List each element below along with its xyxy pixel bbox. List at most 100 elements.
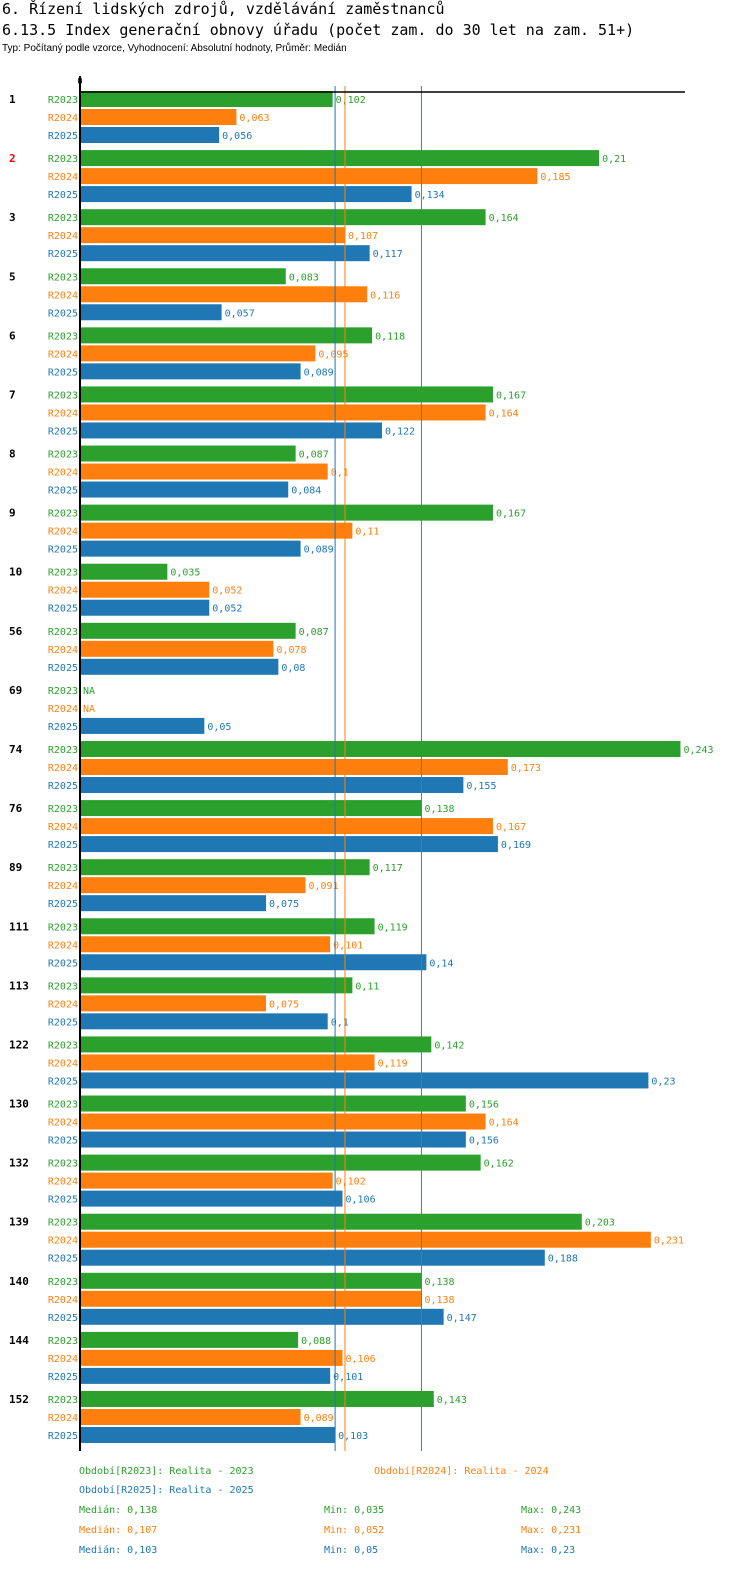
bar-r2024 bbox=[81, 995, 267, 1012]
value-label: 0,143 bbox=[437, 1395, 467, 1406]
value-label: 0,138 bbox=[424, 804, 454, 815]
bar-r2025 bbox=[81, 1249, 545, 1266]
value-label: 0,089 bbox=[304, 545, 334, 556]
series-label: R2023 bbox=[48, 568, 78, 579]
series-label: R2023 bbox=[48, 922, 78, 933]
series-label: R2023 bbox=[48, 331, 78, 342]
value-label: 0,167 bbox=[496, 822, 526, 833]
bar-r2024 bbox=[81, 463, 328, 480]
series-label: R2024 bbox=[48, 940, 78, 951]
bar-r2024 bbox=[81, 1113, 486, 1130]
value-label: 0,164 bbox=[489, 1118, 519, 1129]
category-label: 8 bbox=[9, 448, 16, 461]
series-label: R2025 bbox=[48, 486, 78, 497]
value-label: 0,169 bbox=[501, 840, 531, 851]
bar-r2023 bbox=[81, 268, 286, 285]
series-label: R2024 bbox=[48, 408, 78, 419]
bar-r2025 bbox=[81, 954, 427, 971]
stat-min-r2024: Min: 0,052 bbox=[324, 1525, 385, 1536]
bar-r2024 bbox=[81, 818, 493, 835]
bar-r2024 bbox=[81, 1231, 651, 1248]
series-label: R2024 bbox=[48, 231, 78, 242]
series-label: R2024 bbox=[48, 1058, 78, 1069]
value-label: 0,231 bbox=[654, 1236, 684, 1247]
series-label: R2025 bbox=[48, 131, 78, 142]
series-label: R2024 bbox=[48, 349, 78, 360]
legend-entry-r2023: Období[R2023]: Realita - 2023 bbox=[79, 1466, 254, 1477]
value-label: 0,164 bbox=[489, 213, 519, 224]
value-label: 0,138 bbox=[424, 1277, 454, 1288]
value-label: 0,101 bbox=[333, 940, 363, 951]
series-label: R2023 bbox=[48, 1218, 78, 1229]
bar-r2023 bbox=[81, 563, 168, 580]
bar-r2024 bbox=[81, 640, 274, 657]
category-label: 89 bbox=[9, 861, 22, 874]
bar-r2025 bbox=[81, 245, 370, 262]
series-label: R2025 bbox=[48, 1195, 78, 1206]
value-label: 0,056 bbox=[222, 131, 252, 142]
value-label: 0,156 bbox=[469, 1100, 499, 1111]
series-label: R2025 bbox=[48, 899, 78, 910]
category-label: 111 bbox=[9, 920, 29, 933]
series-label: R2024 bbox=[48, 763, 78, 774]
bar-r2025 bbox=[81, 540, 301, 557]
series-label: R2025 bbox=[48, 1076, 78, 1087]
value-label: 0,083 bbox=[289, 272, 319, 283]
bar-r2023 bbox=[81, 740, 681, 757]
series-label: R2025 bbox=[48, 958, 78, 969]
series-label: R2024 bbox=[48, 881, 78, 892]
series-label: R2023 bbox=[48, 272, 78, 283]
value-label: 0,102 bbox=[336, 1177, 366, 1188]
bar-r2024 bbox=[81, 1408, 301, 1425]
bar-r2025 bbox=[81, 1131, 466, 1148]
value-label: 0,103 bbox=[338, 1431, 368, 1442]
bar-r2025 bbox=[81, 1190, 343, 1207]
missing-value-label: NA bbox=[83, 704, 95, 715]
bar-r2024 bbox=[81, 1054, 375, 1071]
value-label: 0,106 bbox=[346, 1354, 376, 1365]
bar-r2023 bbox=[81, 445, 296, 462]
series-label: R2023 bbox=[48, 154, 78, 165]
chart-meta: Typ: Počítaný podle vzorce, Vyhodnocení:… bbox=[2, 43, 347, 54]
bar-r2023 bbox=[81, 327, 373, 344]
bar-r2024 bbox=[81, 109, 237, 125]
series-label: R2024 bbox=[48, 468, 78, 479]
series-label: R2023 bbox=[48, 627, 78, 638]
bar-r2023 bbox=[81, 1272, 422, 1289]
category-label: 3 bbox=[9, 211, 16, 224]
value-label: 0,102 bbox=[336, 95, 366, 106]
series-label: R2024 bbox=[48, 527, 78, 538]
bar-r2024 bbox=[81, 936, 331, 953]
category-label: 139 bbox=[9, 1216, 29, 1229]
series-label: R2024 bbox=[48, 290, 78, 301]
series-label: R2025 bbox=[48, 1254, 78, 1265]
bar-r2024 bbox=[81, 877, 306, 894]
series-label: R2024 bbox=[48, 645, 78, 656]
value-label: 0,117 bbox=[373, 863, 403, 874]
bar-r2024 bbox=[81, 286, 368, 303]
stat-median-r2025: Medián: 0,103 bbox=[79, 1545, 158, 1556]
value-label: 0,087 bbox=[299, 627, 329, 638]
series-label: R2025 bbox=[48, 367, 78, 378]
value-label: 0,106 bbox=[346, 1195, 376, 1206]
series-label: R2024 bbox=[48, 586, 78, 597]
bar-r2023 bbox=[81, 504, 493, 521]
value-label: 0,05 bbox=[207, 722, 231, 733]
value-label: 0,075 bbox=[269, 999, 299, 1010]
bar-r2024 bbox=[81, 1172, 333, 1189]
series-label: R2024 bbox=[48, 704, 78, 715]
value-label: 0,087 bbox=[299, 450, 329, 461]
bar-r2025 bbox=[81, 1367, 331, 1384]
series-label: R2024 bbox=[48, 1236, 78, 1247]
value-label: 0,162 bbox=[484, 1159, 514, 1170]
series-label: R2024 bbox=[48, 999, 78, 1010]
value-label: 0,164 bbox=[489, 408, 519, 419]
value-label: 0,147 bbox=[447, 1313, 477, 1324]
value-label: 0,188 bbox=[548, 1254, 578, 1265]
series-label: R2023 bbox=[48, 1277, 78, 1288]
value-label: 0,052 bbox=[212, 604, 242, 615]
value-label: 0,08 bbox=[281, 663, 305, 674]
series-label: R2023 bbox=[48, 390, 78, 401]
series-label: R2025 bbox=[48, 545, 78, 556]
series-label: R2025 bbox=[48, 190, 78, 201]
